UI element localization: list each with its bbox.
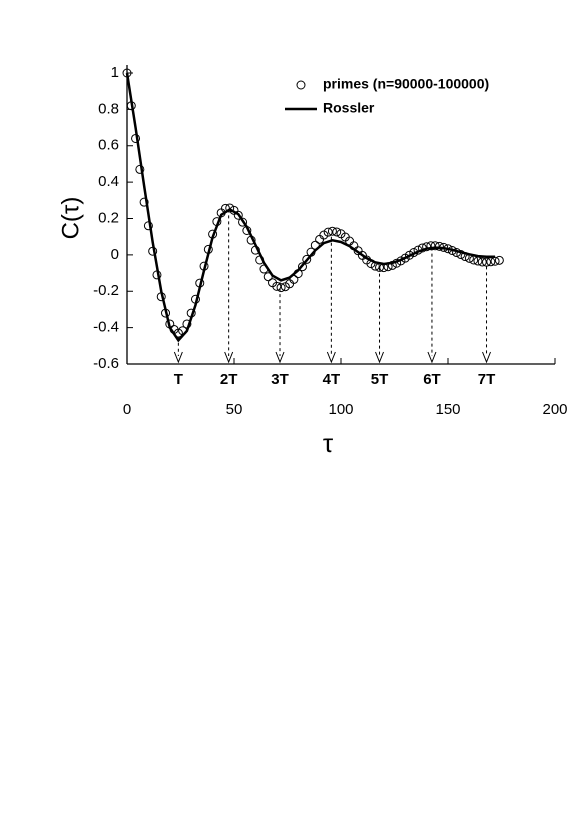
period-label: 4T [323,371,341,388]
period-label: 5T [371,371,389,388]
legend-label: Rossler [323,100,375,116]
data-point [494,255,504,265]
data-point [233,210,243,220]
legend-label: primes (n=90000-100000) [323,76,489,92]
data-point [297,262,307,272]
data-point [477,257,487,267]
data-point [323,227,333,237]
data-point [302,254,312,264]
period-label: T [174,371,183,388]
data-point [332,227,342,237]
data-point [426,241,436,251]
line-series [125,72,496,343]
period-label: 2T [220,371,238,388]
y-tick-label: -0.4 [93,319,119,336]
arrow-head [427,351,437,364]
y-tick-label: -0.6 [93,355,119,372]
y-tick-label: -0.2 [93,282,119,299]
period-label: 3T [271,371,289,388]
y-tick-label: 0.4 [98,173,119,190]
period-label: 7T [478,371,496,388]
y-axis-label: C(τ) [57,197,84,240]
data-point [315,234,325,244]
data-point [434,241,444,251]
data-point [482,257,492,267]
data-point [387,260,397,270]
arrow-head [173,351,183,364]
data-point [430,241,440,251]
y-tick-label: 0.2 [98,209,119,226]
x-tick-label: 200 [542,401,567,418]
arrow-head [482,351,491,364]
y-tick-label: 0 [111,246,119,263]
x-tick-label: 0 [123,401,131,418]
period-label: 6T [423,371,441,388]
data-point [238,217,248,227]
y-tick-label: 0.8 [98,100,119,117]
arrow-head [275,351,285,364]
data-point [276,283,286,293]
arrow-head [326,351,336,364]
y-tick-label: 1 [111,64,119,81]
arrow-head [224,351,234,364]
data-point [135,164,145,174]
x-tick-label: 50 [226,401,243,418]
y-tick-label: 0.6 [98,137,119,154]
x-tick-label: 100 [328,401,353,418]
data-point [225,203,235,213]
x-tick-label: 150 [435,401,460,418]
x-axis-label: τ [323,428,334,458]
data-point [456,250,466,260]
data-point [422,242,432,252]
data-point [272,281,282,291]
data-point [327,226,337,236]
legend-marker [296,80,306,90]
arrow-head [375,351,384,364]
data-point [139,197,149,207]
